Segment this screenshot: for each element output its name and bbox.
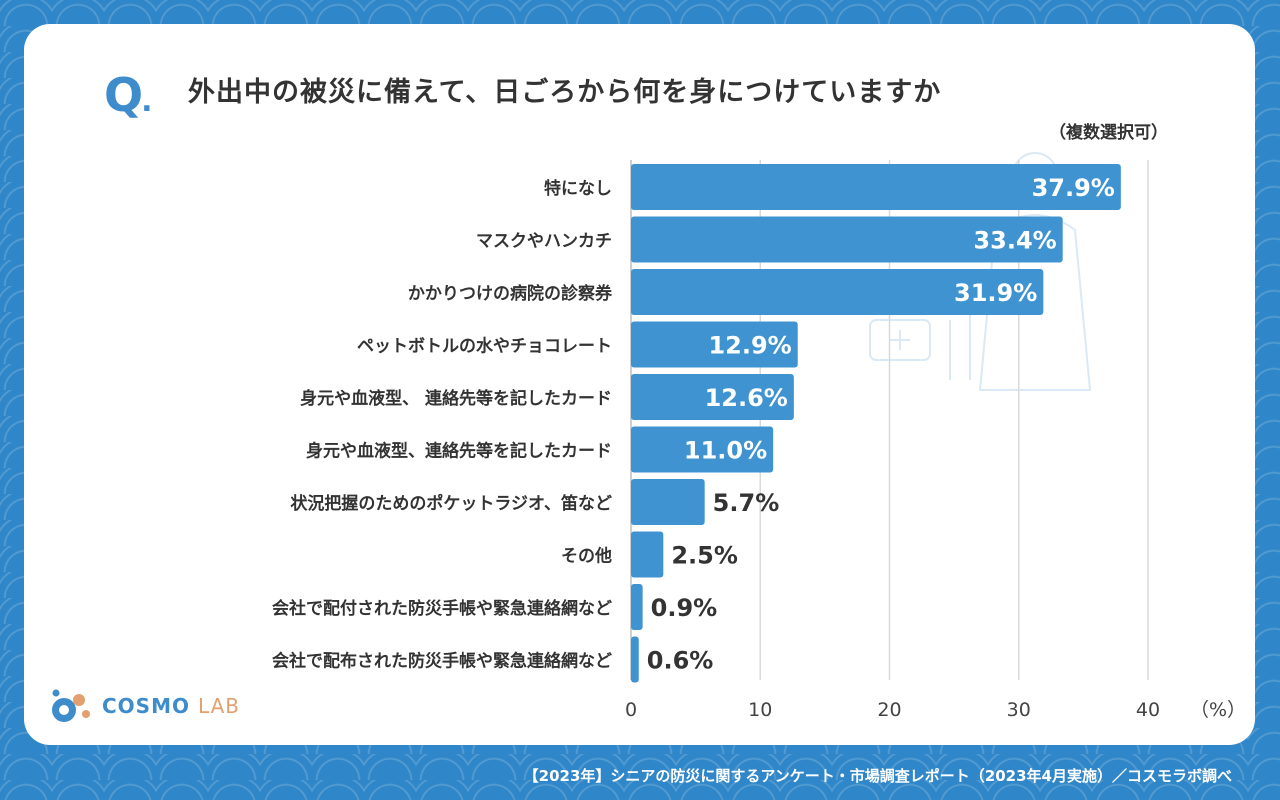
cosmo-lab-logo: COSMO LAB xyxy=(48,686,240,726)
source-footer: 【2023年】シニアの防災に関するアンケート・市場調査レポート（2023年4月実… xyxy=(523,767,1232,785)
x-tick-label: 0 xyxy=(625,699,637,721)
x-tick-label: 30 xyxy=(1007,699,1031,721)
data-label: 5.7% xyxy=(713,489,780,517)
category-label: 会社で配布された防災手帳や緊急連絡網など xyxy=(272,651,612,672)
multiple-choice-note: （複数選択可） xyxy=(1049,123,1168,143)
bar xyxy=(631,426,774,473)
category-label: その他 xyxy=(561,546,612,567)
data-label: 12.9% xyxy=(708,332,791,360)
data-label: 0.6% xyxy=(647,647,714,675)
category-label: 身元や血液型、 連絡先等を記したカード xyxy=(300,388,612,409)
data-label: 11.0% xyxy=(684,437,767,465)
category-label: マスクやハンカチ xyxy=(476,232,612,252)
bar xyxy=(631,269,1044,315)
bar xyxy=(631,636,639,683)
category-label: 身元や血液型、連絡先等を記したカード xyxy=(306,441,612,462)
data-label: 12.6% xyxy=(705,384,788,412)
bar xyxy=(631,479,705,525)
data-label: 2.5% xyxy=(671,542,738,570)
bar xyxy=(631,321,798,368)
category-label: ペットボトルの水やチョコレート xyxy=(357,336,612,357)
logo-text: COSMO LAB xyxy=(102,694,240,718)
x-tick-label: 10 xyxy=(748,699,772,721)
data-label: 0.9% xyxy=(651,594,718,622)
question-title: 外出中の被災に備えて、日ごろから何を身につけていますか xyxy=(188,77,942,108)
category-label: 状況把握のためのポケットラジオ、笛など xyxy=(290,493,612,514)
bar xyxy=(631,164,1121,210)
x-tick-label: 20 xyxy=(877,699,901,721)
x-tick-label: 40 xyxy=(1136,699,1160,721)
bar xyxy=(631,374,794,420)
bar xyxy=(631,531,664,578)
category-label: 会社で配付された防災手帳や緊急連絡網など xyxy=(272,598,612,619)
category-label: かかりつけの病院の診察券 xyxy=(408,283,613,304)
category-label: 特になし xyxy=(544,178,612,199)
question-mark: Q. xyxy=(104,68,153,122)
cosmo-lab-logo-icon xyxy=(52,689,90,722)
data-label: 31.9% xyxy=(954,279,1037,307)
bar xyxy=(631,216,1063,263)
data-label: 37.9% xyxy=(1032,174,1115,202)
bar xyxy=(631,584,643,630)
data-label: 33.4% xyxy=(973,227,1056,255)
x-axis-unit-label: （%） xyxy=(1190,699,1246,721)
